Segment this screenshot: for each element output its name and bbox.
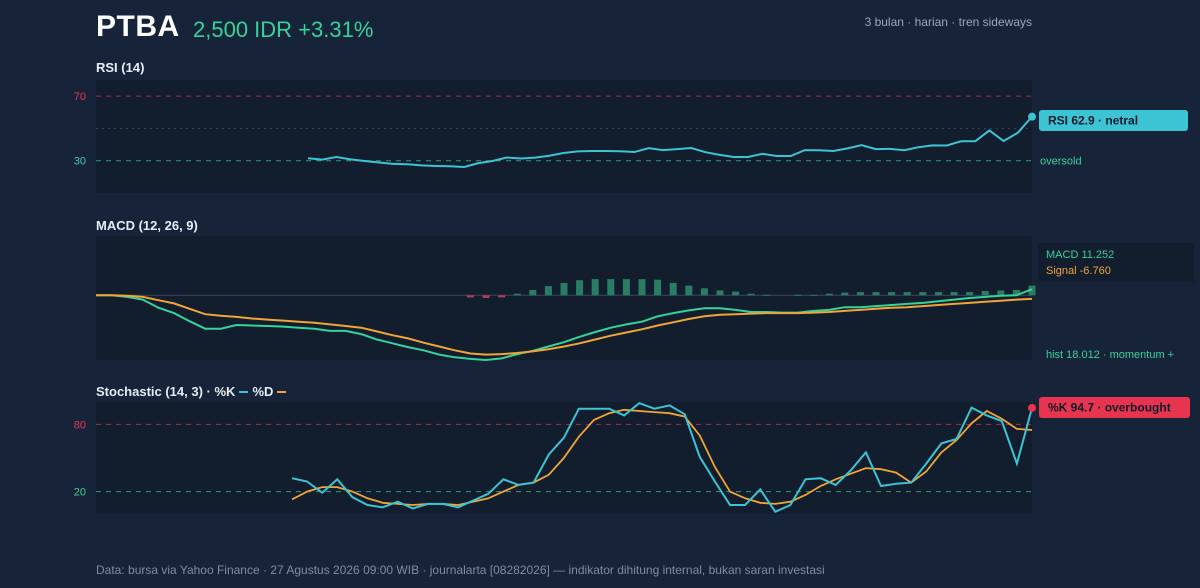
signal-value-label: Signal -6.760 — [1046, 265, 1111, 277]
macd-hist-bar — [732, 291, 740, 296]
stoch-callout-text: %K 94.7 · overbought — [1048, 401, 1171, 415]
rsi-oversold-label: oversold — [1040, 156, 1082, 168]
macd-line — [96, 288, 1033, 362]
macd-hist-bar — [669, 282, 677, 296]
macd-hist-bar — [607, 279, 615, 296]
stoch-tick-80: 80 — [74, 419, 86, 431]
macd-hist-bar — [529, 289, 537, 296]
macd-hist-bar — [622, 279, 630, 296]
macd-hist-bar — [654, 279, 662, 296]
stoch-last-point — [1028, 403, 1036, 412]
stoch-d-line — [291, 408, 1033, 506]
macd-hist-bar — [685, 285, 693, 296]
macd-hist-bar — [466, 295, 474, 298]
stoch-title-text: Stochastic (14, 3) · %K — [96, 384, 236, 399]
rsi-plot-area — [96, 80, 1032, 193]
macd-hist-bar — [997, 290, 1005, 296]
stoch-panel-title: Stochastic (14, 3) · %K %D — [96, 384, 290, 399]
macd-value-box — [1038, 243, 1194, 282]
macd-hist-bar — [763, 294, 771, 296]
rsi-callout-box — [1039, 110, 1188, 131]
macd-hist-bar — [700, 288, 708, 296]
stoch-callout-box — [1039, 397, 1190, 418]
hist-value-label: hist 18.012 · momentum + — [1046, 349, 1174, 361]
macd-hist-bar — [825, 293, 833, 296]
macd-hist-bar — [888, 292, 896, 296]
k-legend-swatch — [239, 390, 249, 393]
macd-hist-bar — [591, 279, 599, 296]
macd-hist-bar — [1012, 289, 1020, 296]
macd-hist-bar — [513, 293, 521, 296]
price-change: 2,500 IDR +3.31% — [193, 17, 374, 42]
macd-hist-bar — [841, 292, 849, 296]
rsi-line — [307, 115, 1033, 169]
macd-hist-bar — [794, 294, 802, 296]
macd-hist-bar — [981, 290, 989, 296]
chart-subtitle: 3 bulan · harian · tren sideways — [864, 15, 1032, 29]
rsi-panel-title: RSI (14) — [96, 60, 145, 75]
macd-hist-bar — [810, 294, 818, 296]
macd-hist-bar — [966, 292, 974, 296]
stoch-tick-20: 20 — [74, 487, 86, 499]
macd-hist-bar — [903, 292, 911, 296]
macd-hist-bar — [482, 295, 490, 298]
macd-hist-bar — [950, 292, 958, 296]
rsi-tick-70: 70 — [74, 91, 86, 103]
macd-hist-bar — [560, 282, 568, 296]
macd-hist-bar — [919, 292, 927, 296]
macd-hist-bar — [934, 292, 942, 296]
signal-line — [96, 294, 1033, 356]
macd-hist-bar — [856, 292, 864, 296]
d-legend-swatch — [277, 390, 287, 393]
macd-hist-bar — [544, 286, 552, 296]
rsi-last-point — [1028, 112, 1036, 121]
ticker-symbol: PTBA — [96, 10, 180, 43]
macd-panel-title: MACD (12, 26, 9) — [96, 218, 198, 233]
macd-hist-bar — [716, 290, 724, 296]
rsi-callout-text: RSI 62.9 · netral — [1048, 114, 1138, 128]
macd-hist-bar — [638, 279, 646, 296]
macd-plot-area — [96, 236, 1032, 360]
macd-value-label: MACD 11.252 — [1046, 249, 1114, 261]
macd-hist-bar — [747, 293, 755, 296]
footer-source-note: Data: bursa via Yahoo Finance · 27 Agust… — [96, 563, 825, 577]
macd-hist-bar — [498, 295, 506, 298]
macd-hist-bar — [576, 280, 584, 296]
macd-hist-bar — [872, 292, 880, 296]
rsi-tick-30: 30 — [74, 156, 86, 168]
d-legend-label: %D — [252, 384, 274, 399]
macd-hist-bar — [1028, 285, 1036, 296]
stoch-k-line — [291, 401, 1033, 514]
